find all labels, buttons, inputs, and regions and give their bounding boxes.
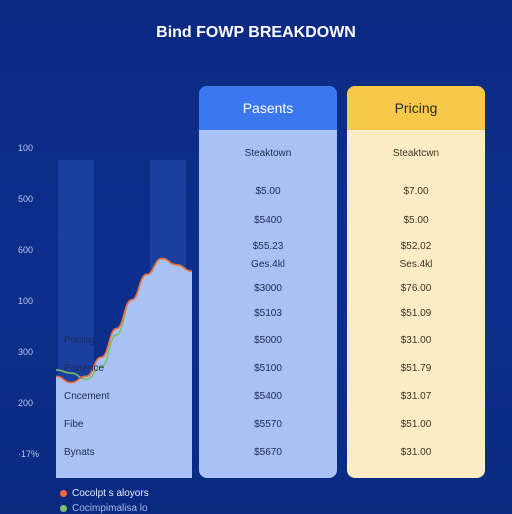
y-tick-label: 500 — [18, 194, 34, 204]
parts-cell: $55.23 — [252, 241, 284, 252]
pricing-cell: $7.00 — [403, 186, 429, 197]
parts-cell: $5400 — [254, 215, 282, 226]
pricing-subheader: Steaktcwn — [392, 148, 440, 159]
y-tick-label: 200 — [18, 398, 34, 408]
pricing-cell: $51.79 — [400, 363, 432, 374]
pricing-column: Pricing Steaktcwn $7.00 $5.00 $52.02 Ses… — [347, 86, 485, 478]
pricing-cell: $51.09 — [400, 308, 432, 319]
legend-dot-icon — [60, 505, 67, 512]
pricing-cell: Ses.4kl — [399, 259, 433, 270]
parts-cell: Ges.4kl — [251, 259, 285, 270]
legend-item: Cocolpt s aloyors — [60, 488, 149, 499]
parts-subheader: Steaktown — [244, 148, 292, 159]
pricing-cell: $52.02 — [400, 241, 432, 252]
y-tick-label: 300 — [18, 347, 34, 357]
row-label: Fibe — [64, 419, 84, 430]
chart-title: Bind FOWP BREAKDOWN — [156, 24, 356, 41]
pricing-cell: $31.00 — [400, 447, 432, 458]
legend-dot-icon — [60, 490, 67, 497]
pricing-column-header: Pricing — [347, 86, 485, 130]
pricing-cell: $31.07 — [400, 391, 432, 402]
y-tick-label: ·17% — [18, 449, 40, 459]
parts-cell: $5670 — [254, 447, 282, 458]
pricing-cell: $5.00 — [403, 215, 429, 226]
legend-item: Cocimpimalisa lo — [60, 503, 148, 514]
parts-cell: $5000 — [254, 335, 282, 346]
series-line — [55, 257, 193, 384]
y-tick-label: 100 — [18, 296, 34, 306]
parts-cell: $5103 — [254, 308, 282, 319]
y-tick-label: 100 — [18, 143, 34, 153]
legend-label: Cocimpimalisa lo — [72, 503, 148, 514]
row-label: Pricing — [64, 335, 95, 346]
legend-label: Cocolpt s aloyors — [72, 488, 149, 499]
pricing-cell: $31.00 — [400, 335, 432, 346]
parts-cell: $3000 — [254, 283, 282, 294]
parts-column: Pasents Steaktown $5.00 $5400 $55.23 Ges… — [199, 86, 337, 478]
parts-cell: $5400 — [254, 391, 282, 402]
y-tick-label: 600 — [18, 245, 34, 255]
parts-cell: $5100 — [254, 363, 282, 374]
pricing-cell: $76.00 — [400, 283, 432, 294]
row-label: Bynats — [64, 447, 95, 458]
area-fill — [56, 258, 192, 478]
row-label: Cncement — [64, 391, 110, 402]
parts-cell: $5.00 — [255, 186, 281, 197]
pricing-cell: $51.00 — [400, 419, 432, 430]
parts-cell: $5570 — [254, 419, 282, 430]
parts-column-header: Pasents — [199, 86, 337, 130]
row-label: Partence — [64, 363, 105, 374]
